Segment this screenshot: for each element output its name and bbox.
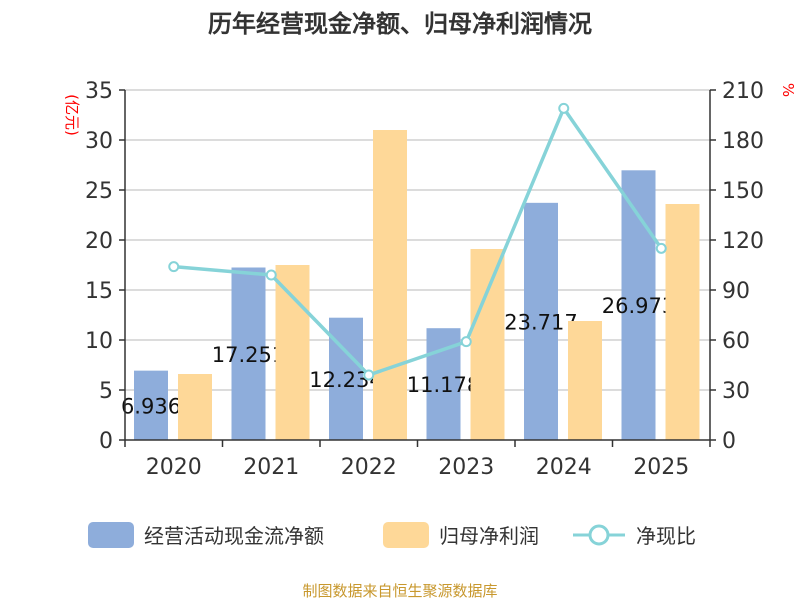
- bar-net-profit[interactable]: [665, 204, 700, 440]
- bar-operating-cash[interactable]: [134, 370, 168, 440]
- x-tick-label: 2021: [243, 455, 299, 480]
- x-tick-label: 2022: [341, 455, 397, 480]
- data-label-operating-cash: 17.251: [212, 343, 285, 367]
- left-tick-label: 0: [99, 429, 113, 454]
- legend-label-ratio[interactable]: 净现比: [636, 524, 696, 548]
- left-tick-label: 35: [85, 79, 113, 104]
- left-tick-label: 10: [85, 329, 113, 354]
- point-ratio[interactable]: [168, 261, 180, 273]
- right-tick-label: 210: [722, 79, 764, 104]
- left-axis-label: (亿元): [63, 94, 81, 136]
- x-tick-label: 2023: [438, 455, 494, 480]
- line-ratio: [173, 104, 663, 378]
- point-ratio[interactable]: [655, 242, 667, 254]
- right-tick-label: 150: [722, 179, 764, 204]
- left-tick-label: 20: [85, 229, 113, 254]
- bar-net-profit[interactable]: [470, 249, 505, 440]
- right-tick-label: 60: [722, 329, 750, 354]
- left-tick-label: 15: [85, 279, 113, 304]
- left-tick-label: 30: [85, 129, 113, 154]
- chart-title: 历年经营现金净额、归母净利润情况: [208, 10, 592, 38]
- footer-source: 制图数据来自恒生聚源数据库: [302, 582, 497, 600]
- legend-swatch-net-profit[interactable]: [383, 522, 429, 548]
- x-tick-label: 2025: [633, 455, 689, 480]
- left-tick-label: 5: [99, 379, 113, 404]
- bar-operating-cash[interactable]: [524, 202, 558, 440]
- right-tick-label: 90: [722, 279, 750, 304]
- right-tick-label: 180: [722, 129, 764, 154]
- x-tick-label: 2024: [536, 455, 592, 480]
- data-label-operating-cash: 11.178: [407, 373, 480, 397]
- bar-net-profit[interactable]: [373, 130, 407, 440]
- data-label-operating-cash: 26.973: [602, 294, 675, 318]
- right-tick-label: 30: [722, 379, 750, 404]
- point-ratio[interactable]: [265, 269, 277, 281]
- point-ratio[interactable]: [558, 102, 570, 114]
- legend-label-net-profit[interactable]: 归母净利润: [439, 524, 539, 548]
- legend: 经营活动现金流净额 归母净利润 净现比: [88, 522, 696, 548]
- point-ratio[interactable]: [363, 369, 375, 381]
- bar-net-profit[interactable]: [568, 321, 602, 440]
- left-tick-label: 25: [85, 179, 113, 204]
- right-tick-label: 120: [722, 229, 764, 254]
- x-tick-label: 2020: [146, 455, 202, 480]
- right-tick-label: 0: [722, 429, 736, 454]
- bar-operating-cash[interactable]: [231, 267, 266, 441]
- point-ratio[interactable]: [460, 336, 472, 348]
- legend-label-operating-cash[interactable]: 经营活动现金流净额: [144, 524, 324, 548]
- legend-swatch-operating-cash[interactable]: [88, 522, 134, 548]
- bar-net-profit[interactable]: [178, 374, 212, 440]
- right-axis-label: %: [779, 83, 797, 97]
- bar-net-profit[interactable]: [275, 265, 310, 440]
- legend-swatch-ratio-marker: [588, 524, 610, 546]
- data-label-operating-cash: 23.717: [504, 310, 577, 334]
- data-label-operating-cash: 6.936: [121, 394, 181, 418]
